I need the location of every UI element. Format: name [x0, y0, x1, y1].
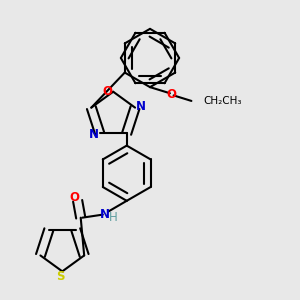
Text: CH₂CH₃: CH₂CH₃: [204, 96, 242, 106]
Text: O: O: [103, 85, 113, 98]
Text: O: O: [70, 190, 80, 204]
Text: N: N: [89, 128, 99, 141]
Text: H: H: [109, 211, 117, 224]
Text: N: N: [136, 100, 146, 112]
Text: S: S: [56, 270, 65, 284]
Text: O: O: [167, 88, 176, 101]
Text: N: N: [100, 208, 110, 221]
